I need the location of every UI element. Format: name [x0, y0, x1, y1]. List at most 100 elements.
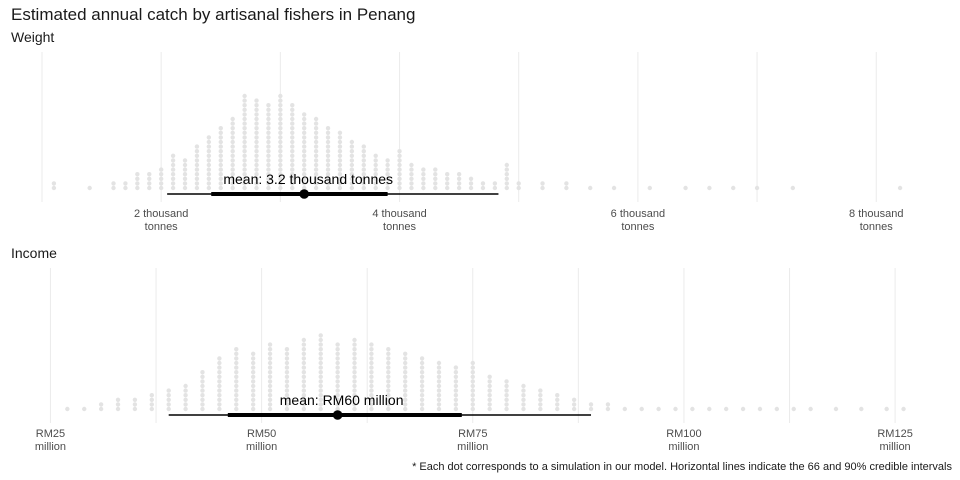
sim-dot: [335, 365, 340, 370]
sim-dot: [266, 172, 271, 177]
sim-dot: [656, 406, 661, 412]
chart-title: Estimated annual catch by artisanal fish…: [11, 5, 415, 24]
sim-dot: [242, 112, 247, 117]
sim-dot: [217, 402, 222, 407]
sim-dot: [170, 167, 176, 172]
sim-dot: [369, 397, 374, 402]
sim-dot: [290, 116, 295, 122]
sim-dot: [266, 130, 271, 135]
sim-dot: [386, 379, 391, 384]
sim-dot: [266, 181, 271, 186]
sim-dot: [504, 185, 509, 191]
sim-dot: [521, 388, 526, 393]
sim-dot: [278, 116, 283, 122]
sim-dot: [313, 153, 319, 158]
sim-dot: [230, 126, 235, 131]
sim-dot: [218, 167, 223, 172]
sim-dot: [278, 107, 283, 113]
sim-dot: [217, 365, 222, 370]
sim-dot: [386, 370, 391, 375]
sim-dot: [267, 379, 273, 384]
sim-dot: [349, 162, 355, 168]
sim-dot: [480, 181, 486, 186]
sim-dot: [290, 158, 295, 163]
sim-dot: [335, 347, 340, 352]
sim-dot: [373, 176, 378, 181]
sim-dot: [234, 383, 239, 389]
sim-dot: [325, 130, 331, 135]
sim-dot: [217, 360, 222, 366]
sim-dot: [313, 130, 319, 135]
sim-dot: [386, 397, 391, 402]
sim-dot: [242, 98, 247, 103]
sim-dot: [349, 153, 355, 158]
sim-dot: [385, 158, 390, 163]
sim-dot: [361, 172, 366, 177]
sim-dot: [301, 402, 307, 407]
sim-dot: [234, 379, 239, 384]
mean-point: [299, 189, 309, 199]
sim-dot: [158, 181, 164, 186]
sim-dot: [278, 144, 283, 149]
sim-dot: [230, 185, 235, 191]
sim-dot: [538, 388, 543, 393]
tick-label-line: RM50: [247, 428, 276, 440]
sim-dot: [254, 162, 259, 168]
sim-dot: [206, 144, 212, 149]
sim-dot: [98, 406, 104, 412]
sim-dot: [335, 374, 340, 379]
sim-dot: [318, 383, 323, 389]
sim-dot: [301, 383, 307, 389]
sim-dot: [200, 383, 205, 389]
sim-dot: [504, 383, 509, 389]
sim-dot: [385, 162, 390, 168]
sim-dot: [266, 144, 271, 149]
sim-dot: [194, 162, 200, 168]
sim-dot: [487, 388, 492, 393]
sim-dot: [419, 393, 425, 398]
sim-dot: [403, 379, 408, 384]
sim-dot: [564, 181, 569, 186]
sim-dot: [87, 185, 92, 191]
sim-dot: [318, 337, 323, 343]
sim-dot: [218, 126, 223, 131]
sim-dot: [149, 402, 155, 407]
sim-dot: [301, 121, 307, 126]
sim-dot: [194, 185, 200, 191]
sim-dot: [301, 185, 307, 191]
sim-dot: [301, 370, 307, 375]
sim-dot: [521, 383, 526, 389]
sim-dot: [397, 149, 402, 154]
sim-dot: [808, 406, 813, 412]
tick-label: 6 thousand tonnes: [611, 208, 665, 233]
sim-dot: [266, 153, 271, 158]
sim-dot: [433, 167, 438, 172]
sim-dot: [183, 402, 188, 407]
sim-dot: [337, 158, 343, 163]
sim-dot: [254, 103, 259, 108]
sim-dot: [540, 185, 545, 191]
sim-dot: [386, 365, 391, 370]
sim-dot: [318, 402, 323, 407]
sim-dot: [386, 388, 391, 393]
sim-dot: [403, 370, 408, 375]
sim-dot: [234, 393, 239, 398]
sim-dot: [369, 351, 374, 356]
sim-dot: [397, 181, 402, 186]
sim-dot: [266, 103, 271, 108]
sim-dot: [504, 393, 509, 398]
tick-label-line: tonnes: [145, 221, 179, 233]
sim-dot: [230, 149, 235, 154]
sim-dot: [318, 347, 323, 352]
sim-dot: [740, 406, 746, 412]
tick-label-line: million: [880, 441, 911, 453]
sim-dot: [352, 379, 357, 384]
sim-dot: [468, 181, 474, 186]
sim-dot: [266, 167, 271, 172]
sim-dot: [170, 176, 176, 181]
sim-dot: [731, 185, 736, 191]
sim-dot: [290, 112, 295, 117]
sim-dot: [723, 406, 729, 412]
sim-dot: [242, 126, 247, 131]
sim-dot: [349, 144, 355, 149]
